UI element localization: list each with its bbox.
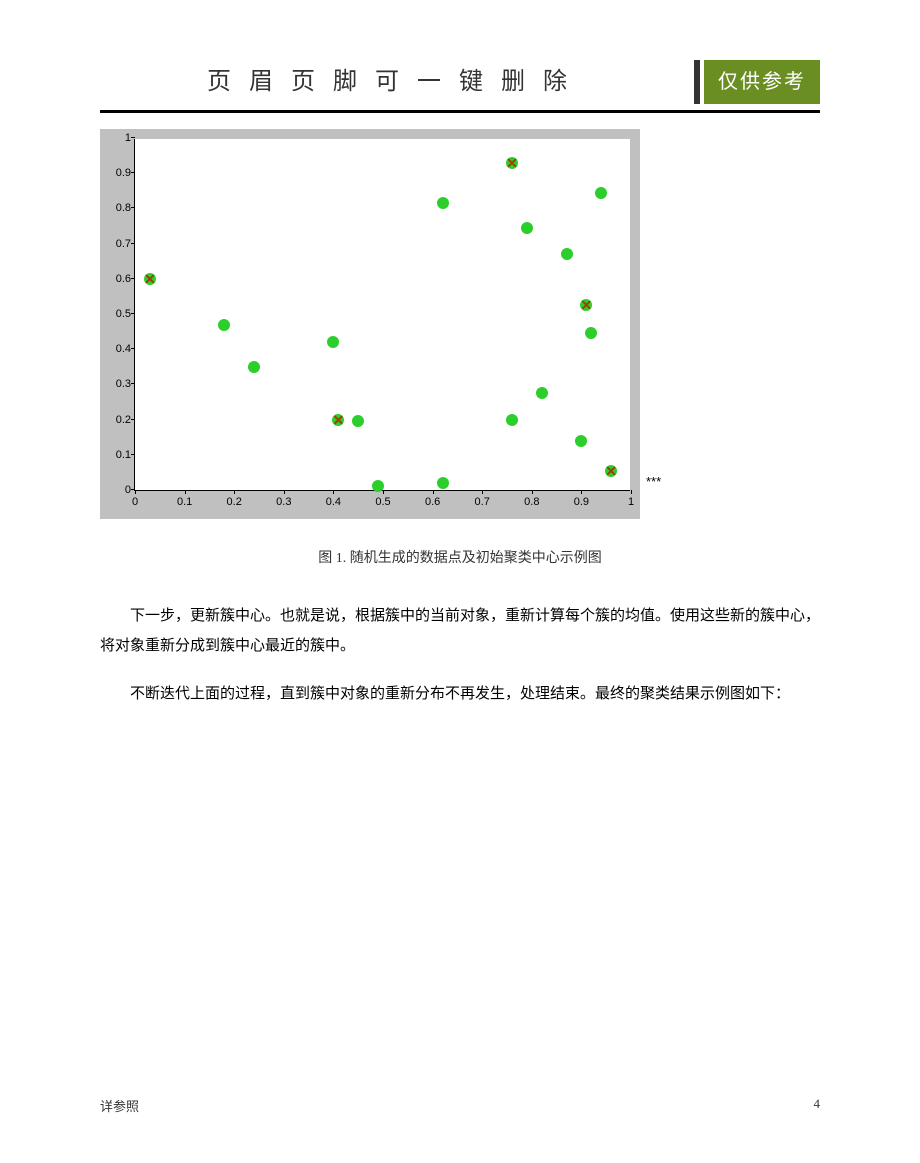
header-badge: 仅供参考 bbox=[704, 60, 820, 104]
cluster-center-marker: ✕ bbox=[580, 298, 592, 312]
data-point bbox=[561, 248, 573, 260]
y-tick-label: 0.6 bbox=[103, 273, 131, 285]
paragraph: 下一步，更新簇中心。也就是说，根据簇中的当前对象，重新计算每个簇的均值。使用这些… bbox=[100, 601, 820, 661]
data-point bbox=[327, 336, 339, 348]
header-title: 页 眉 页 脚 可 一 键 删 除 bbox=[100, 60, 680, 104]
data-point bbox=[437, 477, 449, 489]
y-tick-label: 0.4 bbox=[103, 343, 131, 355]
data-point bbox=[248, 361, 260, 373]
chart-annotation: *** bbox=[646, 474, 661, 519]
y-tick-mark bbox=[131, 348, 135, 349]
chart-row: 0 0.1 0.2 0.3 0.4 0.5 0.6 0.7 0.8 0.9 1 0 0.1 0.2 0.3 0… bbox=[100, 129, 820, 519]
x-tick-label: 0 bbox=[132, 496, 138, 508]
x-tick-label: 0.5 bbox=[375, 496, 390, 508]
y-tick-label: 0.5 bbox=[103, 308, 131, 320]
figure-caption: 图 1. 随机生成的数据点及初始聚类中心示例图 bbox=[100, 547, 820, 567]
scatter-chart: 0 0.1 0.2 0.3 0.4 0.5 0.6 0.7 0.8 0.9 1 0 0.1 0.2 0.3 0… bbox=[100, 129, 640, 519]
y-tick-label: 0.8 bbox=[103, 202, 131, 214]
y-tick-label: 0.7 bbox=[103, 238, 131, 250]
paragraph: 不断迭代上面的过程，直到簇中对象的重新分布不再发生，处理结束。最终的聚类结果示例… bbox=[100, 679, 820, 709]
x-tick-label: 0.4 bbox=[326, 496, 341, 508]
x-tick-label: 0.3 bbox=[276, 496, 291, 508]
header-divider bbox=[694, 60, 700, 104]
y-tick-mark bbox=[131, 383, 135, 384]
y-tick-mark bbox=[131, 454, 135, 455]
y-tick-label: 0 bbox=[103, 484, 131, 496]
data-point bbox=[585, 327, 597, 339]
x-tick-label: 0.1 bbox=[177, 496, 192, 508]
data-point bbox=[218, 319, 230, 331]
y-tick-mark bbox=[131, 243, 135, 244]
x-tick-label: 0.9 bbox=[574, 496, 589, 508]
x-tick-label: 1 bbox=[628, 496, 634, 508]
data-point bbox=[437, 197, 449, 209]
x-tick-mark bbox=[581, 490, 582, 494]
x-tick-mark bbox=[135, 490, 136, 494]
x-tick-label: 0.6 bbox=[425, 496, 440, 508]
cluster-center-marker: ✕ bbox=[506, 156, 518, 170]
x-tick-mark bbox=[433, 490, 434, 494]
document-page: 页 眉 页 脚 可 一 键 删 除 仅供参考 0 0.1 0.2 0.3 0.4 0.5 0… bbox=[0, 0, 920, 1163]
x-tick-mark bbox=[284, 490, 285, 494]
y-tick-label: 1 bbox=[103, 132, 131, 144]
data-point bbox=[372, 480, 384, 492]
x-tick-mark bbox=[333, 490, 334, 494]
y-tick-mark bbox=[131, 419, 135, 420]
cluster-center-marker: ✕ bbox=[605, 464, 617, 478]
x-tick-label: 0.2 bbox=[227, 496, 242, 508]
page-footer: 详参照 4 bbox=[100, 1096, 820, 1115]
x-tick-mark bbox=[383, 490, 384, 494]
x-tick-label: 0.8 bbox=[524, 496, 539, 508]
header-rule bbox=[100, 110, 820, 113]
cluster-center-marker: ✕ bbox=[144, 272, 156, 286]
data-point bbox=[595, 187, 607, 199]
x-tick-mark bbox=[185, 490, 186, 494]
y-tick-label: 0.1 bbox=[103, 449, 131, 461]
footer-left: 详参照 bbox=[100, 1096, 139, 1115]
y-tick-mark bbox=[131, 172, 135, 173]
x-tick-mark bbox=[482, 490, 483, 494]
y-tick-mark bbox=[131, 313, 135, 314]
y-tick-label: 0.3 bbox=[103, 378, 131, 390]
data-point bbox=[506, 414, 518, 426]
y-tick-mark bbox=[131, 278, 135, 279]
data-point bbox=[352, 415, 364, 427]
x-tick-mark bbox=[631, 490, 632, 494]
plot-area: 00.10.20.30.40.50.60.70.80.9100.10.20.30… bbox=[134, 139, 630, 491]
x-tick-mark bbox=[234, 490, 235, 494]
y-tick-mark bbox=[131, 207, 135, 208]
x-tick-mark bbox=[532, 490, 533, 494]
x-tick-label: 0.7 bbox=[475, 496, 490, 508]
data-point bbox=[575, 435, 587, 447]
cluster-center-marker: ✕ bbox=[332, 413, 344, 427]
y-tick-label: 0.9 bbox=[103, 167, 131, 179]
data-point bbox=[521, 222, 533, 234]
y-tick-mark bbox=[131, 137, 135, 138]
page-header: 页 眉 页 脚 可 一 键 删 除 仅供参考 bbox=[100, 60, 820, 104]
y-tick-label: 0.2 bbox=[103, 414, 131, 426]
page-number: 4 bbox=[814, 1096, 821, 1115]
data-point bbox=[536, 387, 548, 399]
